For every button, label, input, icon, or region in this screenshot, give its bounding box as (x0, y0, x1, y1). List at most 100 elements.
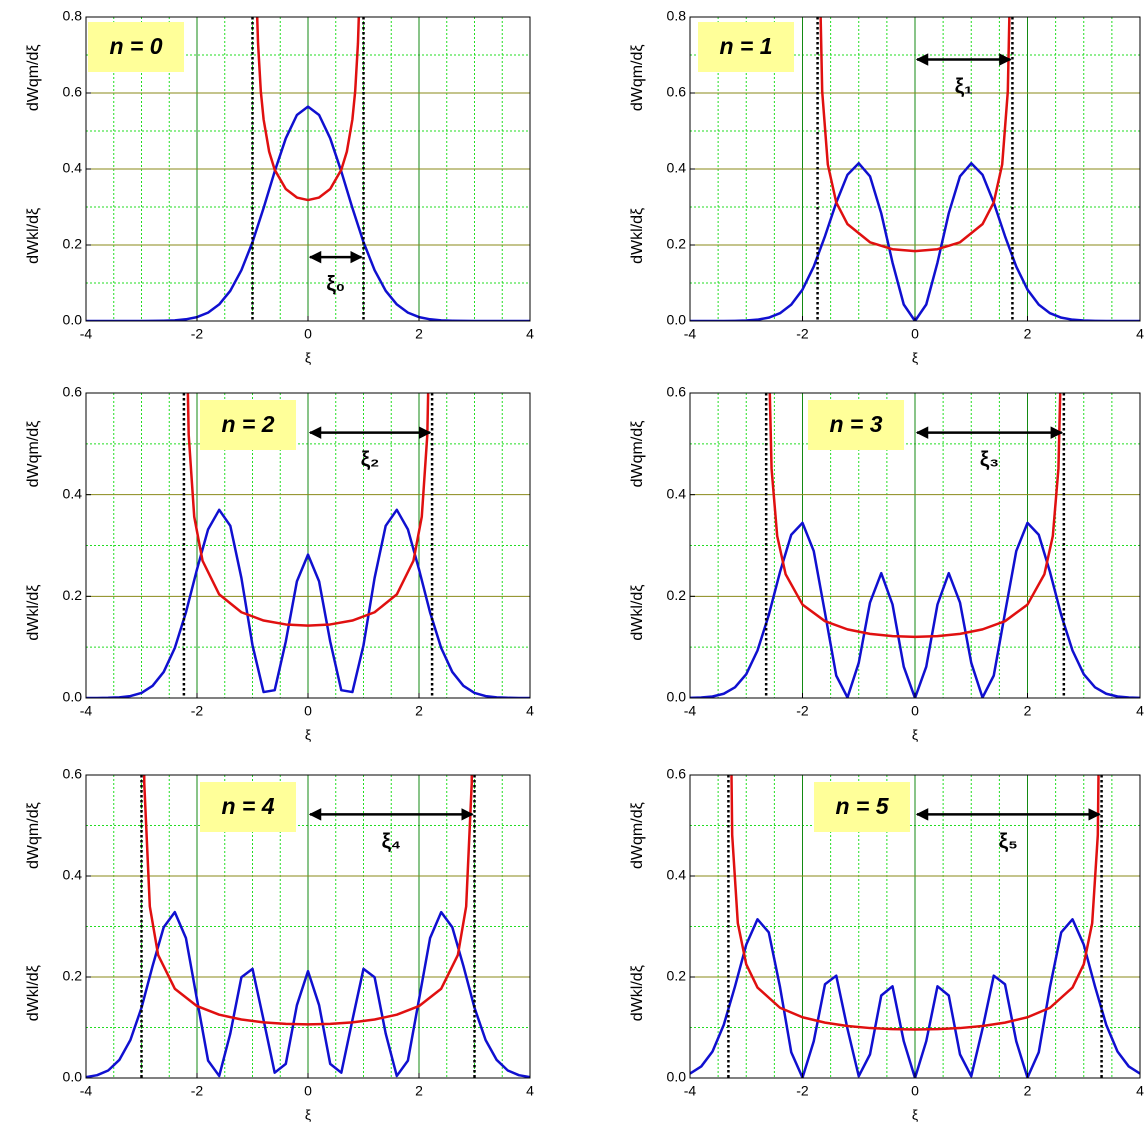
y-tick-label: 0.2 (63, 968, 83, 984)
y-tick-label: 0.6 (667, 84, 687, 100)
panel-title: n = 3 (829, 411, 882, 437)
curve (186, 393, 430, 627)
y-tick-label: 0.2 (63, 236, 83, 252)
x-tick-label: 0 (911, 703, 919, 719)
y-axis-label: dWqm/dξ (629, 802, 646, 869)
panel-title: n = 2 (221, 411, 274, 437)
y-tick-label: 0.0 (63, 689, 83, 705)
x-tick-label: 0 (911, 326, 919, 342)
x-tick-label: 0 (304, 1083, 312, 1099)
curve (255, 17, 361, 202)
title-box (814, 782, 910, 832)
title-box (808, 400, 904, 450)
panel-title: n = 4 (221, 793, 274, 819)
x-axis-label: ξ (912, 1107, 918, 1123)
plot-area (86, 775, 530, 1078)
y-axis-label: dWqm/dξ (629, 421, 646, 488)
x-tick-label: 0 (304, 326, 312, 342)
y-tick-label: 0.0 (667, 689, 687, 705)
x-tick-label: -4 (80, 326, 93, 342)
panel-title: n = 0 (109, 33, 162, 59)
x-tick-label: -2 (191, 703, 204, 719)
x-tick-label: -2 (796, 326, 809, 342)
y-axis-label: dWkl/dξ (25, 585, 42, 641)
x-tick-label: 4 (1136, 703, 1144, 719)
y-tick-label: 0.2 (63, 587, 83, 603)
curve (86, 910, 530, 1078)
y-tick-label: 0.6 (63, 766, 83, 782)
y-tick-label: 0.4 (667, 485, 687, 501)
x-tick-label: -4 (684, 703, 697, 719)
x-tick-label: 2 (1024, 326, 1032, 342)
x-axis-label: ξ (305, 727, 311, 743)
x-tick-label: 2 (415, 1083, 423, 1099)
plot-area (690, 775, 1140, 1078)
plot-area (86, 393, 530, 698)
xi-label: ξ₄ (382, 830, 401, 853)
y-tick-label: 0.2 (667, 968, 687, 984)
title-box (698, 22, 794, 72)
y-tick-label: 0.4 (63, 867, 83, 883)
curve (730, 775, 1100, 1031)
y-axis-label: dWqm/dξ (25, 802, 42, 869)
curve (142, 775, 474, 1026)
xi-label: ξ₃ (980, 448, 999, 471)
x-tick-label: 4 (526, 703, 534, 719)
xi-label: ξ₀ (326, 273, 345, 296)
x-tick-label: -4 (684, 1083, 697, 1099)
plot-area (690, 17, 1140, 321)
x-axis-label: ξ (912, 350, 918, 366)
y-tick-label: 0.6 (667, 384, 687, 400)
x-tick-label: -4 (80, 1083, 93, 1099)
y-tick-label: 0.8 (63, 8, 83, 24)
x-tick-label: 0 (911, 1083, 919, 1099)
y-tick-label: 0.2 (667, 587, 687, 603)
panel-title: n = 1 (719, 33, 772, 59)
title-box (200, 400, 296, 450)
panel-title: n = 5 (835, 793, 889, 819)
x-tick-label: -2 (191, 1083, 204, 1099)
x-tick-label: 2 (415, 703, 423, 719)
y-tick-label: 0.4 (63, 485, 83, 501)
y-axis-label: dWkl/dξ (629, 585, 646, 641)
y-tick-label: 0.4 (63, 160, 83, 176)
xi-label: ξ₅ (999, 830, 1018, 853)
y-tick-label: 0.4 (667, 160, 687, 176)
y-tick-label: 0.4 (667, 867, 687, 883)
y-tick-label: 0.6 (667, 766, 687, 782)
x-tick-label: 2 (415, 326, 423, 342)
y-tick-label: 0.0 (63, 1069, 83, 1085)
x-tick-label: -2 (796, 1083, 809, 1099)
x-tick-label: 4 (1136, 326, 1144, 342)
x-axis-label: ξ (305, 1107, 311, 1123)
x-tick-label: -2 (191, 326, 204, 342)
x-tick-label: -4 (80, 703, 93, 719)
curve (690, 521, 1140, 698)
y-tick-label: 0.2 (667, 236, 687, 252)
x-tick-label: -2 (796, 703, 809, 719)
title-box (88, 22, 184, 72)
x-tick-label: 4 (526, 326, 534, 342)
x-axis-label: ξ (912, 727, 918, 743)
y-tick-label: 0.6 (63, 384, 83, 400)
x-tick-label: -4 (684, 326, 697, 342)
y-axis-label: dWqm/dξ (25, 44, 42, 111)
y-axis-label: dWqm/dξ (25, 421, 42, 488)
x-tick-label: 2 (1024, 703, 1032, 719)
x-axis-label: ξ (305, 350, 311, 366)
y-tick-label: 0.6 (63, 84, 83, 100)
curve (86, 508, 530, 698)
y-axis-label: dWqm/dξ (629, 44, 646, 111)
plot-area (690, 393, 1140, 698)
curve (690, 918, 1140, 1078)
curve (819, 17, 1011, 253)
y-tick-label: 0.0 (63, 312, 83, 328)
curve (690, 162, 1140, 321)
title-box (200, 782, 296, 832)
y-tick-label: 0.8 (667, 8, 687, 24)
y-axis-label: dWkl/dξ (25, 965, 42, 1021)
y-axis-label: dWkl/dξ (629, 965, 646, 1021)
